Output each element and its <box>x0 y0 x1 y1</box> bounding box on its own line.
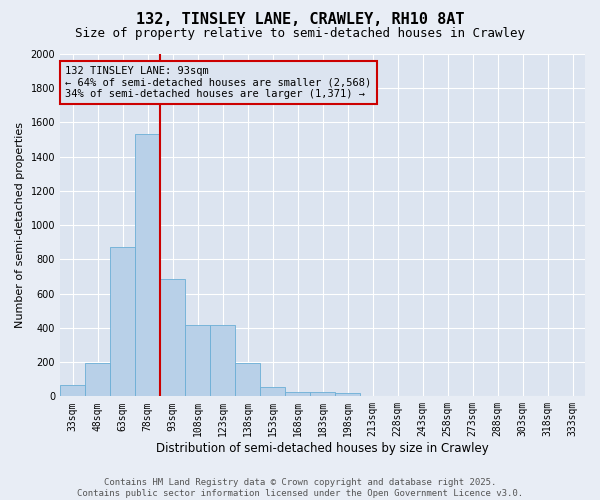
Bar <box>85 363 110 396</box>
Bar <box>235 363 260 396</box>
Text: 132, TINSLEY LANE, CRAWLEY, RH10 8AT: 132, TINSLEY LANE, CRAWLEY, RH10 8AT <box>136 12 464 28</box>
Text: Size of property relative to semi-detached houses in Crawley: Size of property relative to semi-detach… <box>75 28 525 40</box>
Bar <box>135 134 160 396</box>
Bar <box>110 246 135 396</box>
Bar <box>310 392 335 396</box>
Bar <box>160 279 185 396</box>
Bar <box>285 392 310 396</box>
X-axis label: Distribution of semi-detached houses by size in Crawley: Distribution of semi-detached houses by … <box>156 442 489 455</box>
Bar <box>210 326 235 396</box>
Bar <box>260 387 285 396</box>
Bar <box>185 326 210 396</box>
Bar <box>60 385 85 396</box>
Text: Contains HM Land Registry data © Crown copyright and database right 2025.
Contai: Contains HM Land Registry data © Crown c… <box>77 478 523 498</box>
Bar <box>335 393 360 396</box>
Y-axis label: Number of semi-detached properties: Number of semi-detached properties <box>15 122 25 328</box>
Text: 132 TINSLEY LANE: 93sqm
← 64% of semi-detached houses are smaller (2,568)
34% of: 132 TINSLEY LANE: 93sqm ← 64% of semi-de… <box>65 66 371 99</box>
